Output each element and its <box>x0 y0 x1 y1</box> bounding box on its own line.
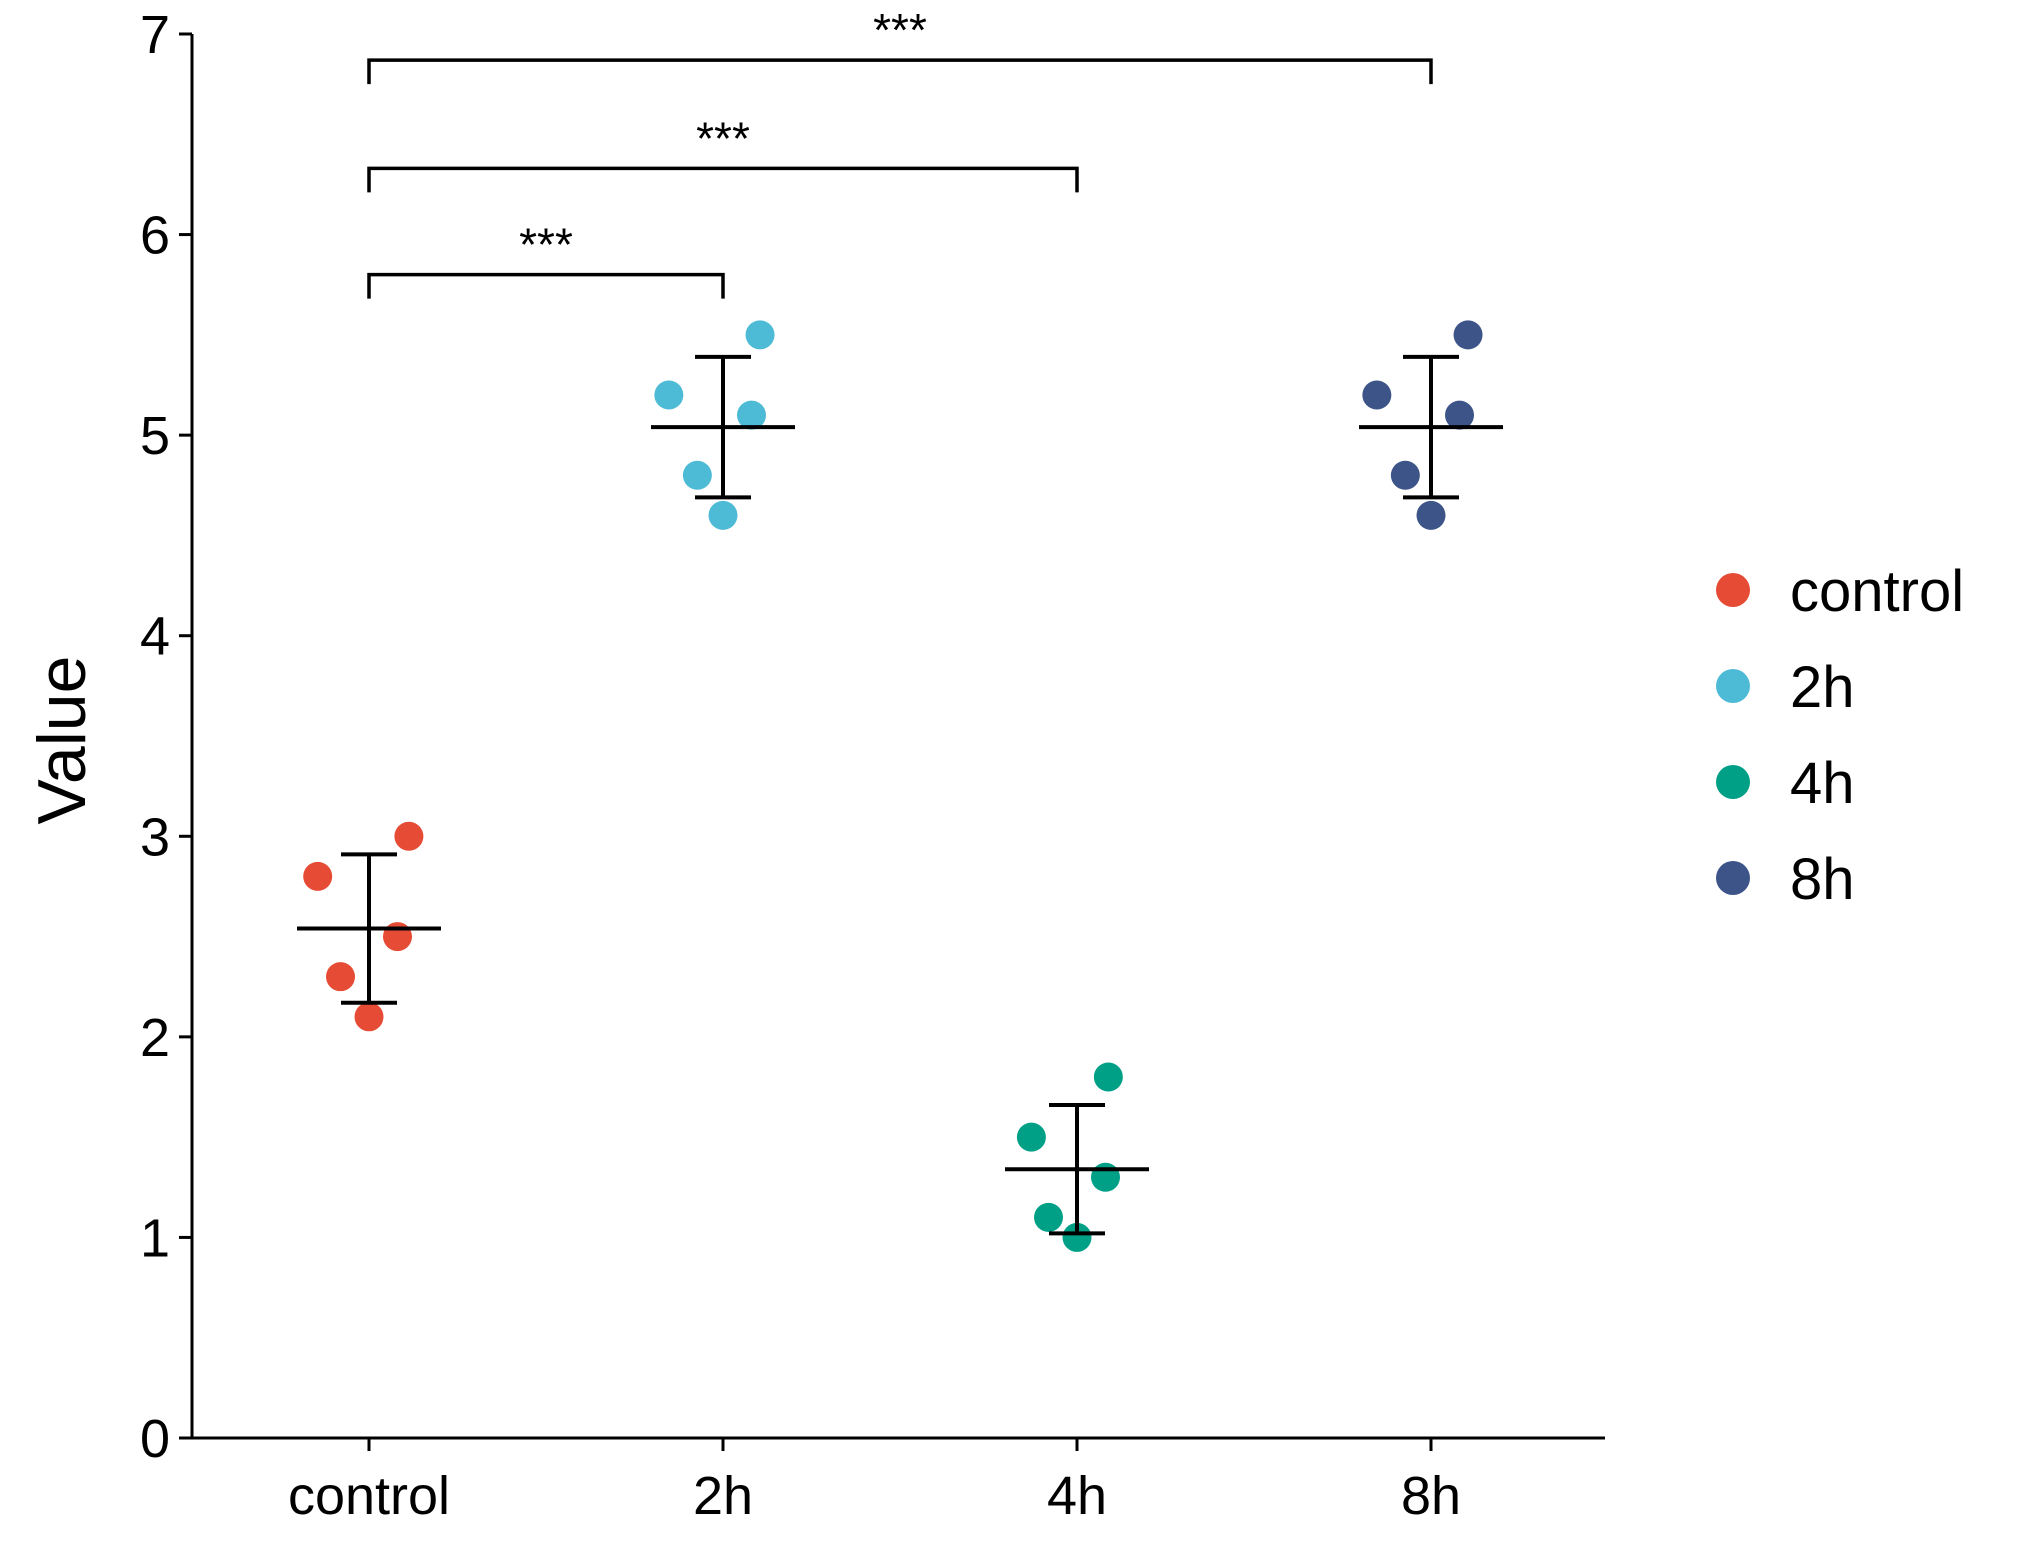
data-point <box>654 380 684 410</box>
legend-label: 8h <box>1790 847 1855 912</box>
legend-entry: control <box>1716 559 1964 624</box>
data-point <box>1093 1062 1123 1092</box>
group-4h <box>1005 1062 1149 1252</box>
y-tick-label: 6 <box>140 206 170 266</box>
y-axis-title: Value <box>24 656 100 825</box>
axes: 0 1 2 3 4 5 6 7 control 2h 4h 8h <box>140 5 1605 1526</box>
y-tick-label: 3 <box>140 807 170 867</box>
significance-label: *** <box>696 112 750 164</box>
data-point <box>303 861 333 891</box>
data-point <box>1445 400 1474 430</box>
legend-marker <box>1716 861 1750 895</box>
data-point <box>1062 1222 1092 1252</box>
legend: control 2h 4h 8h <box>1716 559 1964 912</box>
y-tick-label: 1 <box>140 1208 170 1268</box>
significance-bracket <box>367 166 1079 193</box>
data-point <box>1390 460 1420 490</box>
data-point <box>1416 500 1446 530</box>
y-tick-label: 5 <box>140 406 170 466</box>
data-point <box>1016 1122 1046 1152</box>
legend-marker <box>1716 765 1750 799</box>
significance-label: *** <box>873 4 927 56</box>
data-point <box>745 320 775 350</box>
legend-marker <box>1716 669 1750 703</box>
data-point <box>1453 320 1483 350</box>
x-tick-label: 8h <box>1401 1466 1461 1526</box>
x-tick-label: control <box>288 1466 450 1526</box>
data-point <box>394 821 424 851</box>
data-point <box>682 460 712 490</box>
data-point <box>354 1002 384 1032</box>
data-point <box>1362 380 1392 410</box>
legend-label: control <box>1790 559 1964 624</box>
y-tick-label: 7 <box>140 5 170 65</box>
x-tick-label: 2h <box>693 1466 753 1526</box>
data-point <box>383 922 412 952</box>
data-point <box>708 500 738 530</box>
data-point <box>1091 1162 1120 1192</box>
y-tick-label: 2 <box>140 1008 170 1068</box>
legend-label: 4h <box>1790 751 1855 816</box>
data-point <box>1034 1202 1063 1232</box>
significance-bracket <box>367 58 1433 85</box>
y-tick-label: 4 <box>140 607 170 667</box>
significance-label: *** <box>519 219 573 271</box>
data-point <box>737 400 766 430</box>
plot-area <box>297 320 1503 1252</box>
legend-entry: 4h <box>1716 751 1855 816</box>
group-8h <box>1359 320 1503 530</box>
legend-entry: 2h <box>1716 655 1855 720</box>
x-tick-label: 4h <box>1047 1466 1107 1526</box>
group-control <box>297 821 441 1032</box>
data-point <box>326 962 355 992</box>
group-2h <box>651 320 795 530</box>
legend-marker <box>1716 573 1750 607</box>
legend-entry: 8h <box>1716 847 1855 912</box>
significance-bracket <box>367 272 725 299</box>
legend-label: 2h <box>1790 655 1855 720</box>
y-tick-label: 0 <box>140 1409 170 1469</box>
significance-brackets: *** *** *** <box>367 4 1433 299</box>
